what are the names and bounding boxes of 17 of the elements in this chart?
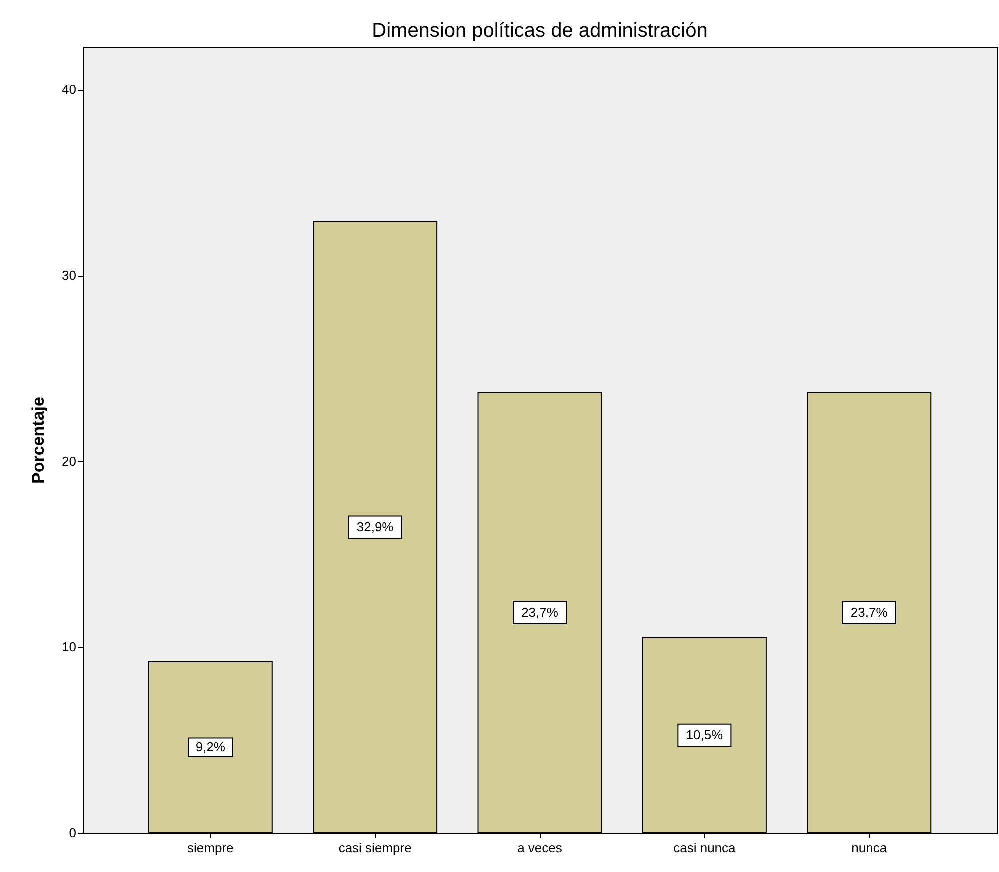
data-label: 32,9% xyxy=(356,519,394,534)
y-tick-label: 20 xyxy=(62,454,76,469)
data-label: 23,7% xyxy=(522,604,559,620)
data-label: 10,5% xyxy=(686,727,724,742)
y-tick-label: 40 xyxy=(62,82,76,98)
y-tick-label: 0 xyxy=(69,826,76,840)
x-tick-label: a veces xyxy=(518,840,563,856)
x-tick-label: casi siempre xyxy=(338,840,412,856)
x-tick-label: nunca xyxy=(852,840,888,856)
chart-title: Dimension políticas de administración xyxy=(372,20,708,42)
y-tick-label: 30 xyxy=(62,268,76,284)
x-tick-label: siempre xyxy=(188,840,234,856)
y-tick-label: 10 xyxy=(62,640,76,655)
data-label: 23,7% xyxy=(850,604,888,620)
data-label: 9,2% xyxy=(196,740,226,755)
y-axis-title: Porcentaje xyxy=(29,397,48,484)
x-tick-label: casi nunca xyxy=(674,840,737,856)
